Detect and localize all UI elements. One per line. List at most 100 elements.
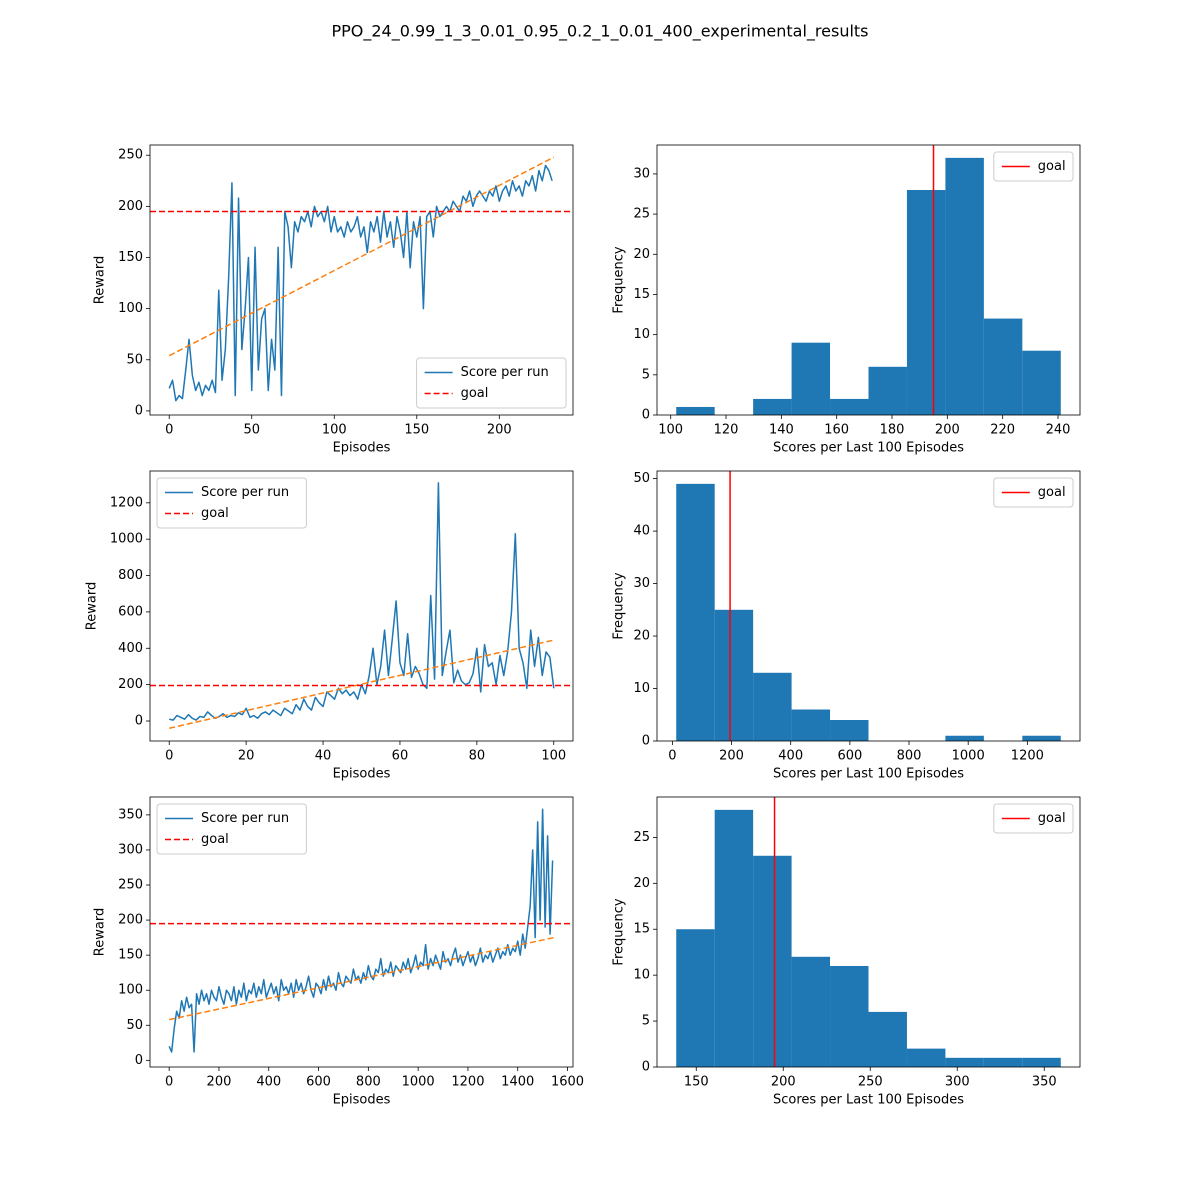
- y-tick-label: 25: [633, 207, 650, 222]
- x-tick-label: 0: [165, 423, 173, 438]
- y-tick-label: 0: [642, 1060, 650, 1075]
- histogram-bar: [676, 483, 715, 741]
- x-tick-label: 150: [684, 1075, 709, 1090]
- y-tick-label: 5: [642, 1014, 650, 1029]
- plot-area: [676, 471, 1061, 741]
- axes-frame: [149, 470, 574, 742]
- histogram-bar: [676, 929, 715, 1067]
- y-tick-label: 15: [633, 922, 650, 937]
- legend-label: goal: [461, 386, 489, 401]
- histogram-bar: [753, 398, 792, 415]
- y-tick-label: 200: [118, 677, 143, 692]
- legend: goal: [993, 477, 1074, 508]
- x-tick-label: 1200: [1011, 749, 1044, 764]
- y-tick-label: 25: [633, 830, 650, 845]
- x-tick-label: 400: [256, 1075, 281, 1090]
- plot-area: [150, 482, 573, 730]
- axes-frame: [149, 796, 574, 1068]
- series-line: [168, 808, 554, 1053]
- x-tick-label: 1000: [952, 749, 985, 764]
- histogram-bar: [676, 406, 715, 415]
- histogram-bar: [714, 809, 754, 1067]
- y-tick-label: 250: [118, 148, 143, 163]
- y-axis-label: Reward: [93, 256, 108, 304]
- x-tick-label: 600: [837, 749, 862, 764]
- y-tick-label: 20: [633, 629, 650, 644]
- y-tick-label: 10: [633, 968, 650, 983]
- legend-label: Score per run: [201, 485, 289, 500]
- x-axis-label: Episodes: [333, 767, 391, 782]
- y-tick-label: 20: [633, 876, 650, 891]
- y-tick-label: 150: [118, 250, 143, 265]
- x-axis-label: Episodes: [333, 1093, 391, 1108]
- histogram-bar: [714, 609, 754, 741]
- histogram-bar: [1022, 735, 1061, 741]
- histogram-bar: [791, 342, 831, 415]
- x-tick-label: 50: [243, 423, 260, 438]
- histogram-bar: [830, 398, 869, 415]
- y-tick-label: 50: [126, 352, 143, 367]
- x-tick-label: 0: [165, 749, 173, 764]
- histogram-bar: [945, 157, 984, 415]
- y-tick-label: 50: [633, 471, 650, 486]
- histogram-bar: [791, 709, 831, 741]
- x-tick-label: 220: [990, 423, 1015, 438]
- axes: 0 20 40 60 80 100020040060080010001200Episode…: [85, 470, 574, 782]
- trend-line: [168, 156, 555, 357]
- y-tick-label: 1000: [110, 532, 143, 547]
- y-tick-label: 150: [118, 948, 143, 963]
- x-tick-label: 0: [668, 749, 676, 764]
- y-axis-label: Frequency: [612, 572, 627, 639]
- histogram-bar: [753, 672, 792, 741]
- y-tick-label: 200: [118, 913, 143, 928]
- y-tick-label: 0: [135, 714, 143, 729]
- x-tick-label: 150: [404, 423, 429, 438]
- histogram-bar: [906, 190, 946, 415]
- x-tick-label: 200: [719, 749, 744, 764]
- x-tick-label: 120: [714, 423, 739, 438]
- legend: goal: [993, 803, 1074, 834]
- plot-area: [676, 145, 1061, 415]
- y-tick-label: 250: [118, 878, 143, 893]
- y-axis-label: Reward: [85, 582, 100, 630]
- axes: 0 50 100 150 200 0 50 100 150 200 250 Episodes Rewar…: [93, 144, 574, 456]
- x-axis-label: Scores per Last 100 Episodes: [773, 1093, 964, 1108]
- legend-box: [993, 151, 1074, 182]
- y-tick-label: 30: [633, 576, 650, 591]
- histogram-bar: [1022, 1057, 1061, 1067]
- axes: 0 200 400 600 800 1000 1200 0 10 20 30 40 50 Scores p…: [612, 470, 1081, 782]
- legend-box: [156, 477, 307, 529]
- x-tick-label: 1600: [551, 1075, 584, 1090]
- y-tick-label: 10: [633, 327, 650, 342]
- x-tick-label: 200: [771, 1075, 796, 1090]
- y-tick-label: 800: [118, 568, 143, 583]
- histogram-bar: [753, 855, 792, 1067]
- x-tick-label: 100: [658, 423, 683, 438]
- x-tick-label: 60: [392, 749, 409, 764]
- x-tick-label: 1400: [501, 1075, 534, 1090]
- x-tick-label: 200: [207, 1075, 232, 1090]
- y-axis-label: Frequency: [612, 246, 627, 313]
- legend-label: goal: [1038, 485, 1066, 500]
- plot-area: [150, 156, 573, 402]
- legend-box: [416, 357, 567, 409]
- histogram-bar: [983, 318, 1023, 415]
- x-tick-label: 160: [824, 423, 849, 438]
- x-tick-label: 200: [487, 423, 512, 438]
- y-tick-label: 40: [633, 524, 650, 539]
- axes-frame: [656, 796, 1081, 1068]
- histogram-bar: [945, 1057, 984, 1067]
- histogram-bar: [1022, 350, 1061, 415]
- axes-frame: [656, 144, 1081, 416]
- series-line: [169, 482, 555, 721]
- figure-title: PPO_24_0.99_1_3_0.01_0.95_0.2_1_0.01_400…: [331, 22, 868, 42]
- y-tick-label: 400: [118, 641, 143, 656]
- legend-label: goal: [1038, 159, 1066, 174]
- x-tick-label: 80: [469, 749, 486, 764]
- y-tick-label: 100: [118, 301, 143, 316]
- x-axis-label: Scores per Last 100 Episodes: [773, 767, 964, 782]
- plot-area: [676, 797, 1061, 1067]
- legend-label: goal: [201, 832, 229, 847]
